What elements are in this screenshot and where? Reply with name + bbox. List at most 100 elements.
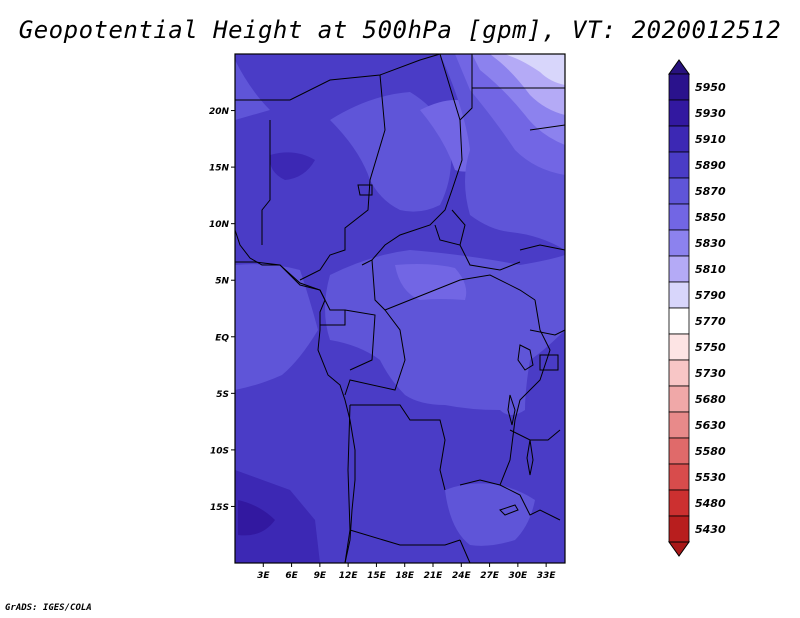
border-segment xyxy=(529,329,566,336)
colorbar-swatch xyxy=(668,125,690,153)
border-segment xyxy=(299,74,386,281)
lon-tick-label: 6E xyxy=(285,571,298,581)
field-region-central-lighter xyxy=(395,264,467,300)
lat-tick-label: 10N xyxy=(209,220,230,230)
border-segment xyxy=(499,484,561,521)
colorbar-label: 5480 xyxy=(695,497,726,510)
field-region-west-light xyxy=(235,264,318,390)
lon-tick-label: 30E xyxy=(509,571,529,581)
field-region-northeast-palest xyxy=(505,54,565,85)
lat-tick-label: 5N xyxy=(215,277,229,287)
colorbar-swatch xyxy=(668,411,690,439)
colorbar-swatch xyxy=(668,463,690,491)
map-frame xyxy=(234,53,566,564)
lon-tick-label: 15E xyxy=(367,571,387,581)
border-segment xyxy=(344,309,406,396)
border-segment xyxy=(344,309,376,371)
border-segment xyxy=(361,53,463,266)
border-segment xyxy=(459,539,471,564)
colorbar-label: 5810 xyxy=(695,263,726,276)
colorbar-swatch xyxy=(668,437,690,465)
latitude-axis: 20N 15N 10N 5N EQ 5S 10S 15S xyxy=(209,107,235,513)
colorbar-label: 5730 xyxy=(695,367,726,380)
lake-malawi xyxy=(526,439,534,476)
border-segment xyxy=(509,429,561,441)
colorbar-label: 5830 xyxy=(695,237,726,250)
colorbar-top-arrow xyxy=(668,59,690,75)
lat-tick-label: 20N xyxy=(209,107,230,117)
colorbar-label: 5850 xyxy=(695,211,726,224)
border-segment xyxy=(349,529,461,546)
colorbar-swatch xyxy=(668,255,690,283)
colorbar-swatch xyxy=(668,151,690,179)
colorbar-bottom-arrow xyxy=(668,541,690,557)
colorbar-label: 5680 xyxy=(695,393,726,406)
colorbar-swatch xyxy=(668,73,690,101)
colorbar-swatch xyxy=(668,177,690,205)
border-segment xyxy=(459,299,551,486)
colorbar-swatch xyxy=(668,385,690,413)
colorbar-label: 5890 xyxy=(695,159,726,172)
border-segment xyxy=(350,404,446,491)
colorbar-swatch xyxy=(668,307,690,335)
lon-tick-label: 21E xyxy=(424,571,444,581)
colorbar: 5950 5930 5910 5890 5870 5850 5830 5810 5790 5770… xyxy=(668,59,726,557)
lon-tick-label: 33E xyxy=(537,571,557,581)
colorbar-label: 5430 xyxy=(695,523,726,536)
colorbar-label: 5770 xyxy=(695,315,726,328)
border-segment xyxy=(261,120,271,245)
credit-text: GrADS: IGES/COLA xyxy=(5,603,92,613)
field-region-southeast-light xyxy=(445,483,535,546)
map-title: Geopotential Height at 500hPa [gpm], VT:… xyxy=(18,16,782,44)
border-segment xyxy=(235,53,441,101)
lake-chad xyxy=(357,184,373,196)
coastline xyxy=(234,229,356,564)
field-region-south-dark xyxy=(235,470,320,563)
colorbar-label: 5870 xyxy=(695,185,726,198)
colorbar-label: 5580 xyxy=(695,445,726,458)
colorbar-label: 5750 xyxy=(695,341,726,354)
colorbar-swatch xyxy=(668,229,690,257)
colorbar-swatch xyxy=(668,489,690,517)
border-segment xyxy=(344,404,351,564)
lon-tick-label: 3E xyxy=(257,571,270,581)
longitude-axis: 3E 6E 9E 12E 15E 18E 21E 24E 27E 30E 33E xyxy=(257,563,556,581)
field-region-north-dark xyxy=(269,152,315,180)
colorbar-label: 5910 xyxy=(695,133,726,146)
lat-tick-label: 10S xyxy=(210,446,229,456)
lon-tick-label: 27E xyxy=(480,571,500,581)
field-region-mid-dark xyxy=(235,60,270,120)
border-segment xyxy=(519,244,566,251)
field-region-southwest-darkest xyxy=(238,500,275,536)
field-region-central-light xyxy=(325,250,565,415)
colorbar-label: 5790 xyxy=(695,289,726,302)
colorbar-label: 5950 xyxy=(695,81,726,94)
country-borders xyxy=(234,53,566,564)
lake-kariba xyxy=(499,504,519,516)
border-segment xyxy=(451,209,466,246)
border-segment xyxy=(371,259,536,311)
map-area xyxy=(234,53,566,564)
colorbar-swatch xyxy=(668,359,690,387)
lon-tick-label: 18E xyxy=(395,571,415,581)
lat-tick-label: 5S xyxy=(216,390,229,400)
lake-tanganyika xyxy=(507,394,516,426)
border-segment xyxy=(529,124,566,131)
lat-tick-label: 15N xyxy=(209,164,230,174)
colorbar-swatch xyxy=(668,203,690,231)
colorbar-swatch xyxy=(668,515,690,543)
colorbar-label: 5930 xyxy=(695,107,726,120)
lat-tick-label: EQ xyxy=(215,333,229,343)
lake-victoria xyxy=(517,344,534,371)
colorbar-swatch xyxy=(668,281,690,309)
border-segment xyxy=(539,354,559,371)
colorbar-swatch xyxy=(668,333,690,361)
colorbar-swatch xyxy=(668,99,690,127)
colorbar-label: 5630 xyxy=(695,419,726,432)
border-segment xyxy=(459,54,473,121)
colorbar-label: 5530 xyxy=(695,471,726,484)
lon-tick-label: 12E xyxy=(339,571,359,581)
lat-tick-label: 15S xyxy=(210,503,229,513)
field-region-north-light xyxy=(330,92,452,212)
